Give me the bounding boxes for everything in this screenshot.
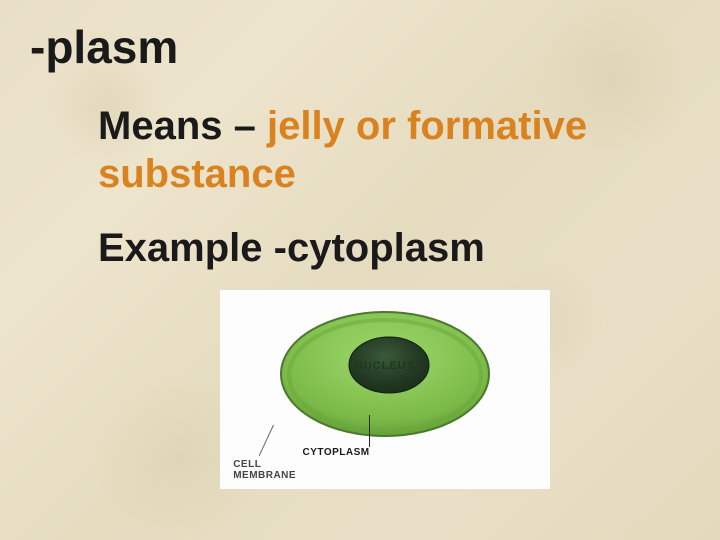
- definition-label: Means –: [98, 104, 267, 148]
- cell-illustration: [265, 299, 505, 449]
- slide-container: -plasm Means – jelly or formative substa…: [0, 0, 720, 509]
- example-value: -cytoplasm: [274, 226, 485, 270]
- definition-line: Means – jelly or formative substance: [98, 102, 680, 198]
- pointer-cytoplasm: [369, 415, 370, 447]
- label-cell-membrane-2: MEMBRANE: [233, 470, 296, 481]
- label-nucleus: NUCLEUS: [355, 360, 415, 372]
- label-cytoplasm: CYTOPLASM: [303, 447, 370, 458]
- slide-title: -plasm: [30, 20, 680, 74]
- label-cell-membrane: CELL MEMBRANE: [233, 459, 296, 481]
- cell-diagram: NUCLEUS CYTOPLASM CELL MEMBRANE: [220, 289, 550, 489]
- example-line: Example -cytoplasm: [98, 226, 680, 271]
- example-label: Example: [98, 226, 274, 270]
- diagram-wrapper: NUCLEUS CYTOPLASM CELL MEMBRANE: [220, 289, 680, 489]
- label-cell-membrane-1: CELL: [233, 459, 261, 470]
